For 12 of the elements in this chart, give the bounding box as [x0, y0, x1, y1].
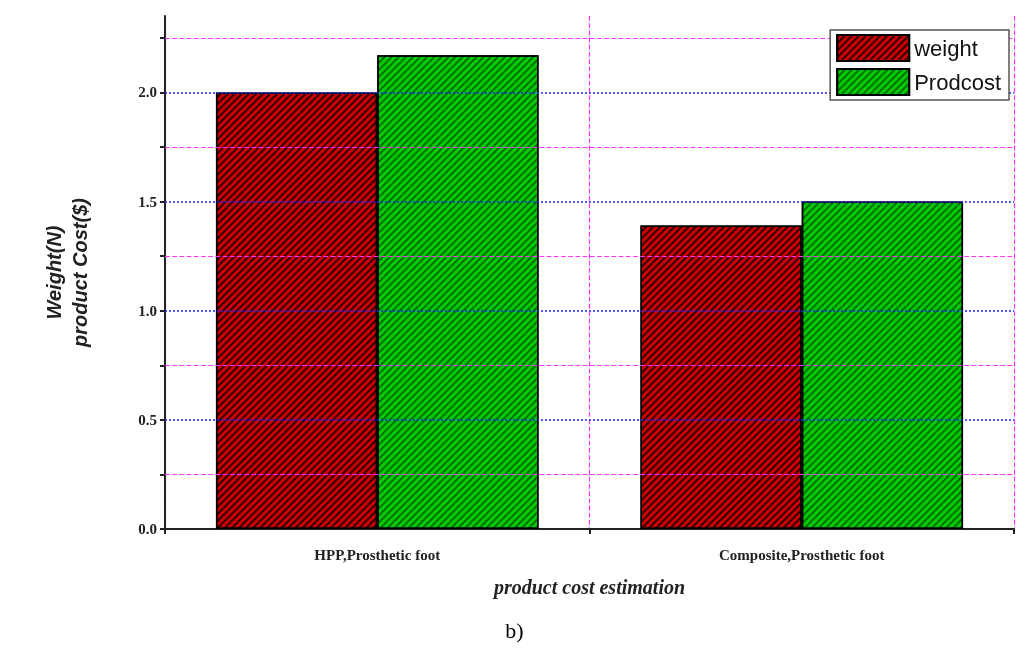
legend-label: Prodcost	[914, 69, 1002, 95]
y-tick-label: 1.0	[138, 302, 157, 319]
y-axis-title: Weight(N) product Cost($)	[43, 197, 91, 348]
legend-label: weight	[913, 35, 978, 61]
y-tick-label: 0.0	[138, 521, 157, 537]
y-tick-label: 0.5	[138, 411, 157, 428]
x-tick-label: HPP,Prosthetic foot	[314, 546, 441, 563]
x-axis-title: product cost estimation	[491, 576, 686, 599]
x-tick-label: Composite,Prosthetic foot	[718, 546, 885, 563]
text: b)	[505, 617, 524, 643]
y-tick-label: 2.0	[138, 84, 157, 101]
y-tick-label: 1.5	[138, 193, 157, 210]
